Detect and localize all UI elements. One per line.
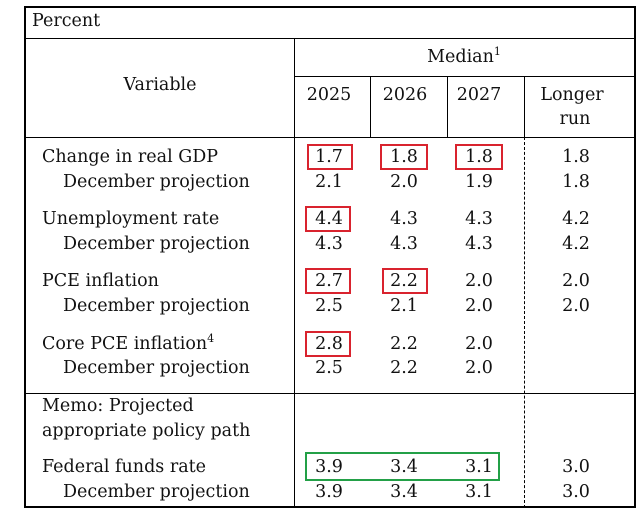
rule-memo [25,393,635,394]
core-dec-2027: 2.0 [465,358,493,378]
gdp-dec-2026: 2.0 [390,172,418,192]
projections-table [24,6,636,508]
year-2027: 2027 [456,85,502,105]
unemp-2025: 4.4 [315,209,343,229]
rule-header-bottom [25,137,635,138]
core-dec-label: December projection [63,358,250,378]
gdp-2025: 1.7 [315,147,343,167]
gdp-dec-longer: 1.8 [562,172,590,192]
rule-variable-col [294,38,295,508]
unit-label: Percent [32,11,101,31]
pce-dec-2026: 2.1 [390,296,418,316]
pce-dec-2025: 2.5 [315,296,343,316]
core-dec-2026: 2.2 [390,358,418,378]
unemp-2026: 4.3 [390,209,418,229]
median-footnote: 1 [493,45,501,58]
ffr-dec-longer: 3.0 [562,482,590,502]
core-pce-footnote: 4 [207,332,215,345]
core-2025: 2.8 [315,334,343,354]
row-label-ffr: Federal funds rate [42,457,207,477]
ffr-dec-2026: 3.4 [390,482,418,502]
row-label-unemployment: Unemployment rate [42,209,220,229]
rule-col-2027 [447,76,448,137]
rule-col-longer [524,76,525,137]
pce-2025: 2.7 [315,271,343,291]
unemp-2027: 4.3 [465,209,493,229]
unemp-dec-2026: 4.3 [390,234,418,254]
ffr-2025: 3.9 [315,457,343,477]
unemp-dec-2025: 4.3 [315,234,343,254]
longer-run-header-2: run [559,109,591,129]
pce-dec-label: December projection [63,296,250,316]
core-2026: 2.2 [390,334,418,354]
memo-line-2: appropriate policy path [42,421,251,441]
ffr-dec-label: December projection [63,482,250,502]
variable-header: Variable [123,75,197,95]
gdp-2027: 1.8 [465,147,493,167]
gdp-dec-label: December projection [63,172,250,192]
row-label-pce: PCE inflation [42,271,159,291]
rule-col-2026 [370,76,371,137]
unemp-dec-longer: 4.2 [562,234,590,254]
row-label-core-pce: Core PCE inflation4 [42,332,215,354]
year-2025: 2025 [306,85,352,105]
highlight-core-2025 [305,331,351,357]
gdp-longer: 1.8 [562,147,590,167]
gdp-2026: 1.8 [390,147,418,167]
ffr-dec-2027: 3.1 [465,482,493,502]
rule-median [294,76,635,77]
highlight-gdp-2026 [380,144,428,170]
pce-2026: 2.2 [390,271,418,291]
ffr-dec-2025: 3.9 [315,482,343,502]
highlight-pce-2025 [305,268,351,294]
row-label-gdp: Change in real GDP [42,147,219,167]
memo-line-1: Memo: Projected [42,396,194,416]
ffr-2026: 3.4 [390,457,418,477]
dashed-separator [524,137,525,508]
pce-dec-2027: 2.0 [465,296,493,316]
year-2026: 2026 [382,85,428,105]
rule-top-header [25,38,635,39]
median-header: Median1 [427,45,501,67]
highlight-unemp-2025 [305,206,351,232]
unemp-dec-label: December projection [63,234,250,254]
highlight-ffr-row [305,452,500,481]
core-2027: 2.0 [465,334,493,354]
highlight-gdp-2027 [455,144,503,170]
core-dec-2025: 2.5 [315,358,343,378]
ffr-2027: 3.1 [465,457,493,477]
highlight-pce-2026 [382,268,428,294]
highlight-gdp-2025 [307,144,353,170]
unemp-dec-2027: 4.3 [465,234,493,254]
unemp-longer: 4.2 [562,209,590,229]
gdp-dec-2025: 2.1 [315,172,343,192]
longer-run-header-1: Longer [540,85,604,105]
pce-longer: 2.0 [562,271,590,291]
ffr-longer: 3.0 [562,457,590,477]
pce-2027: 2.0 [465,271,493,291]
gdp-dec-2027: 1.9 [465,172,493,192]
pce-dec-longer: 2.0 [562,296,590,316]
